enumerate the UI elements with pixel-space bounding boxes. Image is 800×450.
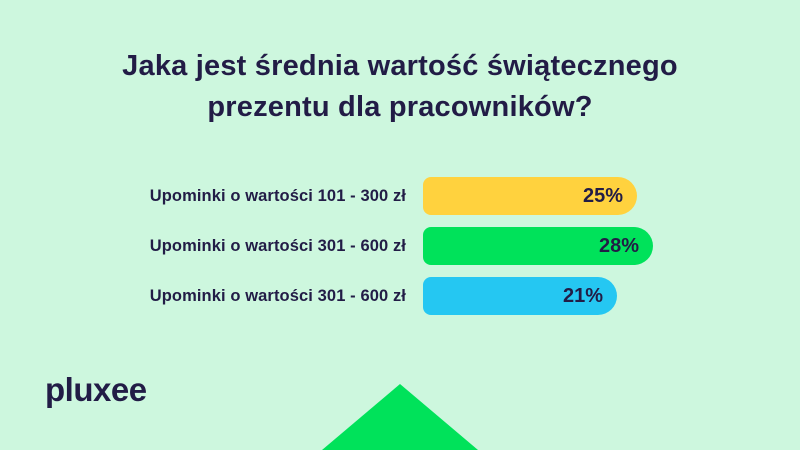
bar-value: 21% [562,284,603,307]
bar-label: Upominki o wartości 301 - 600 zł [149,236,406,255]
chart-row: Upominki o wartości 301 - 600 zł 28% [0,227,653,265]
bar-label: Upominki o wartości 301 - 600 zł [149,286,406,305]
bar-value: 28% [598,234,639,257]
bar-value: 25% [582,184,623,207]
chart-title-line2: prezentu dla pracowników? [207,91,593,123]
chart-row: Upominki o wartości 101 - 300 zł 25% [0,177,653,215]
chart-row: Upominki o wartości 301 - 600 zł 21% [0,277,653,315]
bar: 21% [423,277,617,315]
pluxee-logo: pluxee [45,371,147,408]
chart-title-line1: Jaka jest średnia wartość świątecznego [122,50,678,82]
up-arrow-triangle-decoration [322,384,478,450]
bar-label: Upominki o wartości 101 - 300 zł [149,186,406,205]
bar: 25% [423,177,637,215]
chart-title: Jaka jest średnia wartość świątecznego p… [0,46,800,128]
bar: 28% [423,227,653,265]
bar-chart: Upominki o wartości 101 - 300 zł 25% Upomi… [0,177,653,327]
